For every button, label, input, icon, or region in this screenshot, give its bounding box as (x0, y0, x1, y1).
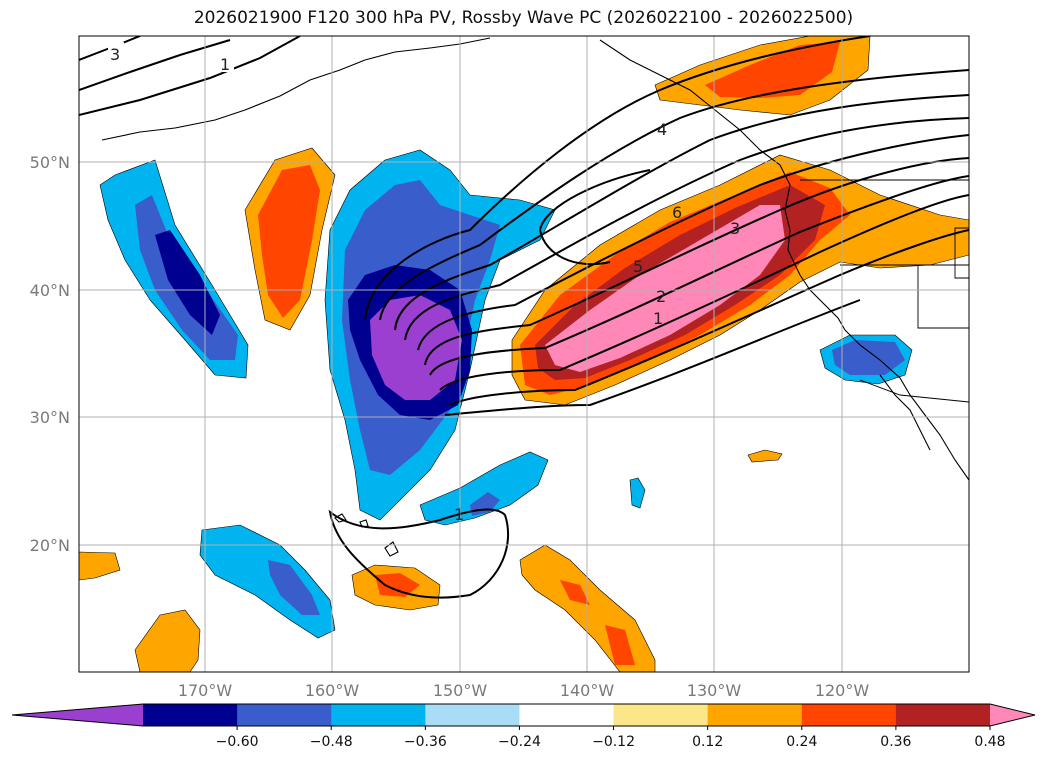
colorbar-extend-min (12, 704, 143, 726)
lat-label: 50°N (30, 153, 70, 172)
colorbar-swatch (707, 704, 803, 726)
negative-anomaly-southwest (199, 524, 336, 639)
colorbar-tick-label: 0.36 (880, 734, 911, 750)
contour-label: 4 (657, 120, 667, 139)
colorbar-swatch (425, 704, 520, 726)
lon-label: 130°W (687, 681, 742, 700)
contour-label: 5 (633, 257, 643, 276)
coastlines (101, 37, 969, 557)
colorbar-tick-label: −0.60 (216, 734, 259, 750)
colorbar-tick-label: 0.48 (974, 734, 1005, 750)
positive-anomaly-west (244, 147, 336, 331)
contour-labels: 3 1 4 6 3 5 2 1 1 (108, 42, 740, 524)
political-borders (800, 179, 969, 403)
contour-label: 3 (730, 219, 740, 238)
latitude-labels: 50°N 40°N 30°N 20°N (30, 153, 70, 555)
colorbar-swatch (237, 704, 332, 726)
lat-label: 20°N (30, 536, 70, 555)
negative-anomaly-west (99, 159, 249, 379)
lon-label: 160°W (305, 681, 360, 700)
pv-contours (79, 36, 969, 599)
colorbar-tick-label: −0.12 (592, 734, 635, 750)
colorbar-swatch (143, 704, 238, 726)
lon-label: 150°W (433, 681, 488, 700)
lon-label: 170°W (178, 681, 233, 700)
gridlines (79, 36, 969, 672)
colorbar-tick-label: 0.24 (786, 734, 817, 750)
contour-label: 2 (656, 287, 666, 306)
lat-label: 40°N (30, 281, 70, 300)
colorbar-outline (11, 703, 1036, 727)
map-plot-area: 3 1 4 6 3 5 2 1 1 (79, 36, 969, 672)
positive-anomaly-alaska (654, 36, 871, 116)
colorbar-swatch (801, 704, 897, 726)
colorbar-tick-label: 0.12 (692, 734, 723, 750)
positive-anomaly-ridge (511, 154, 969, 406)
lon-label: 140°W (560, 681, 615, 700)
colorbar-swatch (331, 704, 426, 726)
lon-label: 120°W (815, 681, 870, 700)
contour-label: 1 (653, 309, 663, 328)
colorbar-extend-max (990, 704, 1035, 726)
contour-label: 6 (672, 203, 682, 222)
contour-label: 1 (454, 505, 464, 524)
longitude-labels: 170°W 160°W 150°W 140°W 130°W 120°W (178, 681, 870, 700)
map-frame (78, 35, 970, 673)
contour-label: 3 (110, 45, 120, 64)
map-title: 2026021900 F120 300 hPa PV, Rossby Wave … (193, 8, 854, 28)
colorbar-tick-label: −0.48 (310, 734, 353, 750)
colorbar-swatch (895, 704, 991, 726)
colorbar-swatch (519, 704, 615, 726)
colorbar-swatch (613, 704, 709, 726)
contour-label: 1 (220, 55, 230, 74)
colorbar-tick-label: −0.36 (404, 734, 447, 750)
colorbar: −0.60 −0.48 −0.36 −0.24 −0.12 0.12 0.24 0.36 0.4… (11, 703, 1036, 750)
colorbar-tick-label: −0.24 (498, 734, 541, 750)
lat-label: 30°N (30, 408, 70, 427)
